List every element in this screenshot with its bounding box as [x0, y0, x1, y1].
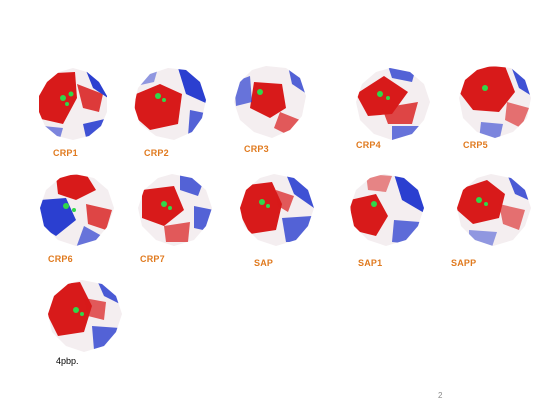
panel-crp5: CRP5 — [455, 62, 545, 162]
panel-label: 4pbp. — [56, 356, 79, 366]
panel-crp3: CRP3 — [230, 62, 320, 162]
protein-surface-crp7 — [138, 174, 212, 246]
protein-surface-sap1 — [350, 174, 424, 246]
panel-4pbp: 4pbp. — [44, 276, 134, 376]
protein-surface-4pbp — [48, 280, 122, 352]
panel-label: SAP — [254, 258, 274, 268]
panel-crp1: CRP1 — [33, 64, 123, 164]
page-number: 2 — [438, 391, 443, 400]
panel-crp7: CRP7 — [134, 170, 224, 270]
panel-crp6: CRP6 — [36, 170, 126, 270]
panel-label: CRP2 — [144, 148, 169, 158]
panel-sap: SAP — [236, 170, 326, 270]
protein-surface-crp2 — [134, 68, 206, 140]
panel-sapp: SAPP — [451, 170, 543, 270]
panel-crp2: CRP2 — [130, 64, 220, 164]
protein-surface-crp4 — [356, 68, 430, 140]
protein-surface-crp1 — [39, 68, 107, 140]
panel-label: CRP1 — [53, 148, 78, 158]
panel-sap1: SAP1 — [346, 170, 436, 270]
panel-label: CRP4 — [356, 140, 381, 150]
panel-label: SAPP — [451, 258, 477, 268]
panel-label: CRP6 — [48, 254, 73, 264]
panel-label: CRP5 — [463, 140, 488, 150]
protein-surface-crp3 — [234, 66, 306, 138]
protein-surface-sapp — [457, 174, 531, 246]
protein-surface-sap — [240, 174, 314, 246]
panel-label: CRP3 — [244, 144, 269, 154]
panel-label: SAP1 — [358, 258, 383, 268]
panel-crp4: CRP4 — [352, 64, 442, 164]
panel-label: CRP7 — [140, 254, 165, 264]
protein-surface-crp6 — [40, 174, 114, 246]
protein-surface-crp5 — [459, 66, 531, 138]
